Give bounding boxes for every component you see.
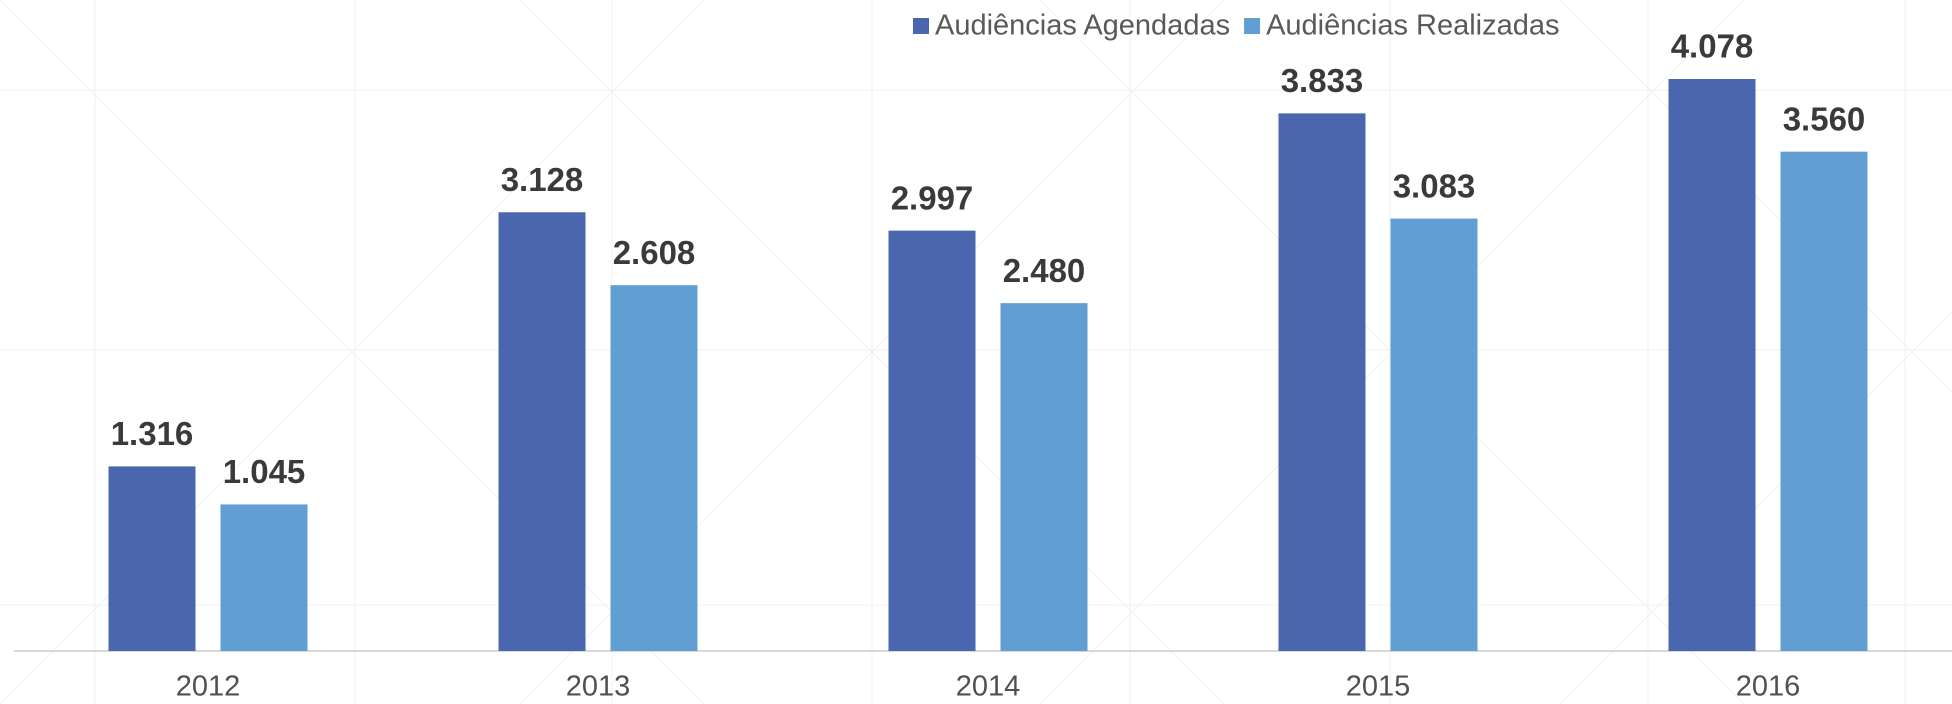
x-tick-label: 2013: [566, 671, 631, 703]
bar: [108, 466, 196, 651]
data-label: 3.560: [1783, 100, 1866, 137]
data-label: 1.316: [111, 415, 194, 452]
data-label: 2.608: [613, 234, 696, 271]
data-label: 3.083: [1393, 167, 1476, 204]
data-label: 2.997: [891, 179, 974, 216]
data-label: 4.078: [1671, 28, 1754, 65]
data-label: 2.480: [1003, 252, 1086, 289]
bar: [1390, 218, 1478, 651]
data-label: 3.833: [1281, 62, 1364, 99]
data-label: 3.128: [501, 161, 584, 198]
bar: [888, 230, 976, 651]
bar: [498, 212, 586, 651]
bar: [1780, 151, 1868, 652]
data-label: 1.045: [223, 453, 306, 490]
bar: [1278, 113, 1366, 652]
legend-label: Audiências Agendadas: [935, 10, 1230, 42]
bar: [1668, 79, 1756, 651]
x-tick-label: 2016: [1736, 671, 1801, 703]
legend-swatch: [1244, 18, 1261, 34]
legend-label: Audiências Realizadas: [1266, 10, 1559, 42]
legend-swatch: [913, 18, 929, 34]
x-tick-label: 2015: [1346, 671, 1411, 703]
x-tick-label: 2014: [956, 671, 1021, 703]
x-tick-label: 2012: [176, 671, 241, 703]
bar: [1000, 303, 1088, 651]
bar: [610, 285, 698, 651]
bar: [220, 504, 308, 651]
